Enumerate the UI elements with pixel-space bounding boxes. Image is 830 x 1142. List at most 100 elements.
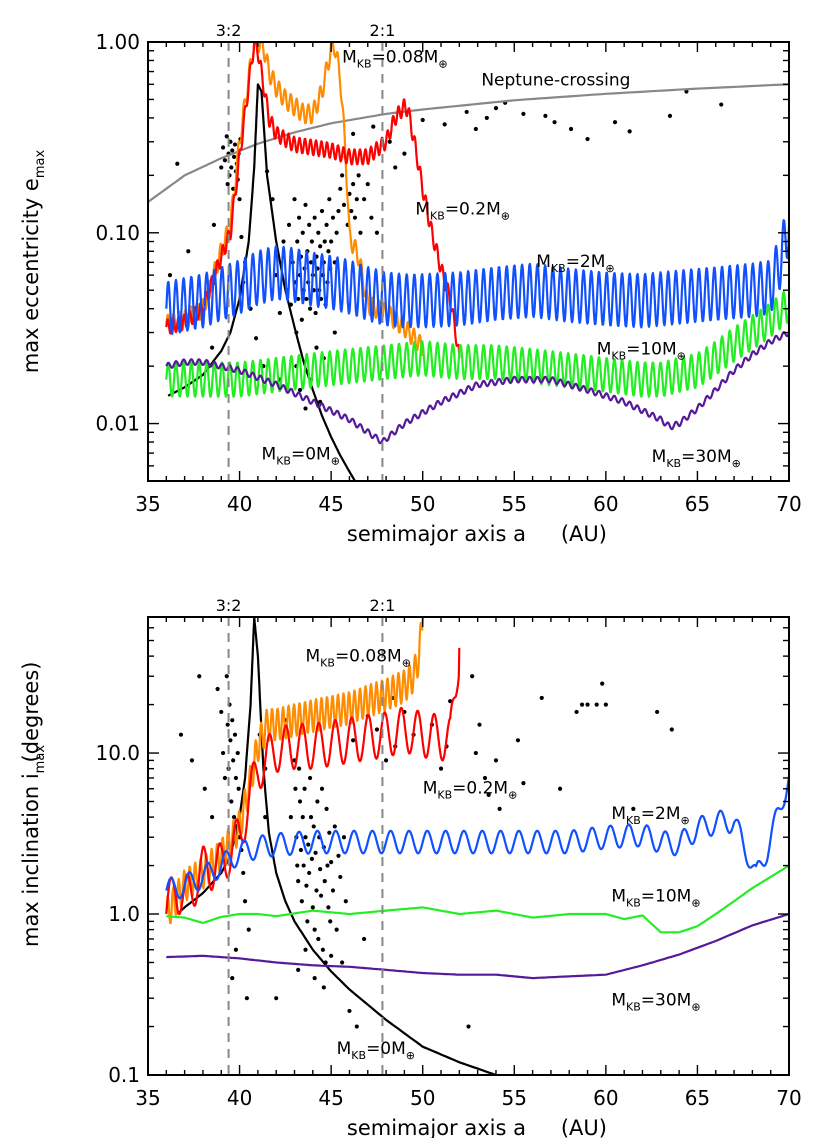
- kbo-point: [253, 336, 259, 341]
- kbo-point: [231, 758, 236, 763]
- kbo-point: [497, 806, 502, 811]
- kbo-point: [318, 893, 324, 898]
- kbo-point: [298, 847, 304, 853]
- series-line-6: [165, 331, 789, 445]
- kbo-point: [318, 867, 323, 872]
- y-tick-label: 0.10: [95, 221, 140, 245]
- kbo-point: [296, 879, 301, 884]
- kbo-point: [330, 888, 336, 893]
- kbo-point: [684, 89, 689, 94]
- series-line-1: [167, 83, 356, 481]
- kbo-point: [311, 824, 316, 829]
- kbo-point: [371, 124, 376, 129]
- kbo-point: [210, 815, 215, 820]
- curve-annotation: MKB=30M⊕: [611, 991, 700, 1014]
- kbo-point: [231, 186, 236, 191]
- y-tick-label: 0.1: [108, 1063, 140, 1087]
- kbo-point: [296, 296, 301, 302]
- kbo-point: [321, 985, 326, 990]
- kbo-point: [473, 750, 478, 756]
- x-tick-label: 50: [410, 1086, 435, 1110]
- kbo-point: [365, 181, 370, 187]
- kbo-point: [292, 197, 297, 202]
- kbo-point: [493, 758, 499, 763]
- kbo-point: [585, 136, 590, 142]
- kbo-point: [387, 139, 392, 144]
- kbo-point: [358, 230, 363, 235]
- kbo-point: [631, 806, 636, 811]
- kbo-point: [236, 786, 241, 791]
- kbo-point: [309, 856, 315, 861]
- kbo-point: [482, 775, 488, 781]
- curve-annotation: MKB=0.08M⊕: [342, 48, 447, 71]
- y-tick-label: 0.01: [95, 412, 140, 436]
- kbo-point: [305, 919, 310, 924]
- annotation-sub: KB: [430, 209, 445, 222]
- series-line-3: [165, 775, 789, 900]
- kbo-point: [210, 345, 215, 350]
- kbo-point: [336, 208, 341, 214]
- kbo-point: [486, 792, 491, 797]
- x-tick-label: 50: [410, 492, 435, 516]
- kbo-point: [297, 799, 303, 804]
- curve-annotation: MKB=0.2M⊕: [415, 199, 510, 222]
- kbo-point: [300, 815, 305, 820]
- kbo-point: [230, 148, 235, 153]
- resonance-label: 2:1: [370, 21, 396, 40]
- kbo-point: [568, 126, 574, 132]
- kbo-point: [222, 775, 228, 781]
- kbo-point: [319, 208, 325, 214]
- kbo-point: [325, 863, 330, 868]
- series-line-0: [148, 83, 789, 203]
- plot-area: [165, 617, 789, 1075]
- kbo-point: [220, 750, 226, 756]
- kbo-point: [219, 165, 224, 170]
- kbo-point: [281, 239, 286, 244]
- kbo-point: [334, 927, 339, 932]
- kbo-point: [393, 165, 398, 170]
- annotation-sub: KB: [276, 454, 291, 467]
- kbo-point: [246, 927, 251, 932]
- kbo-point: [304, 883, 309, 888]
- kbo-point: [594, 702, 599, 707]
- annotation-value: =10M: [626, 340, 677, 360]
- kbo-point: [329, 860, 334, 865]
- curve-annotation: MKB=30M⊕: [652, 447, 741, 470]
- kbo-point: [327, 197, 332, 202]
- annotation-value: =0.2M: [452, 779, 508, 799]
- kbo-point: [312, 927, 317, 932]
- kbo-point: [244, 996, 249, 1001]
- x-tick-label: 40: [227, 1086, 252, 1110]
- curve-annotation: MKB=0M⊕: [262, 444, 340, 467]
- kbo-point: [334, 230, 339, 235]
- kbo-point: [286, 222, 292, 227]
- x-axis-label: semimajor axis a: [347, 522, 526, 546]
- kbo-point: [293, 786, 298, 791]
- x-tick-label: 40: [227, 492, 252, 516]
- kbo-point: [231, 154, 237, 159]
- x-tick-label: 45: [318, 1086, 343, 1110]
- x-axis-unit: (AU): [561, 522, 607, 546]
- annotation-sub: KB: [351, 1049, 366, 1062]
- earth-symbol: ⊕: [438, 58, 447, 71]
- kbo-point: [231, 815, 237, 820]
- annotation-value: =30M: [641, 991, 692, 1011]
- kbo-point: [539, 695, 544, 701]
- kbo-point: [362, 936, 367, 942]
- kbo-point: [341, 202, 347, 208]
- kbo-point: [314, 345, 319, 350]
- kbo-point: [307, 870, 312, 876]
- inclination-panel: 3:2 2:1 35 40 45 50 55 60 65 70 0.1 1.0 10.0 semimajo…: [19, 596, 802, 1140]
- kbo-point: [420, 117, 425, 123]
- kbo-point: [354, 1024, 359, 1029]
- kbo-point: [220, 145, 226, 150]
- kbo-point: [438, 766, 444, 771]
- kbo-point: [329, 953, 334, 958]
- annotation-value: =10M: [641, 886, 692, 906]
- kbo-point: [351, 738, 356, 743]
- kbo-point: [296, 967, 301, 972]
- plot-area: [148, 42, 789, 481]
- y-axis-label-sub: max: [33, 150, 48, 179]
- kbo-point: [320, 947, 326, 952]
